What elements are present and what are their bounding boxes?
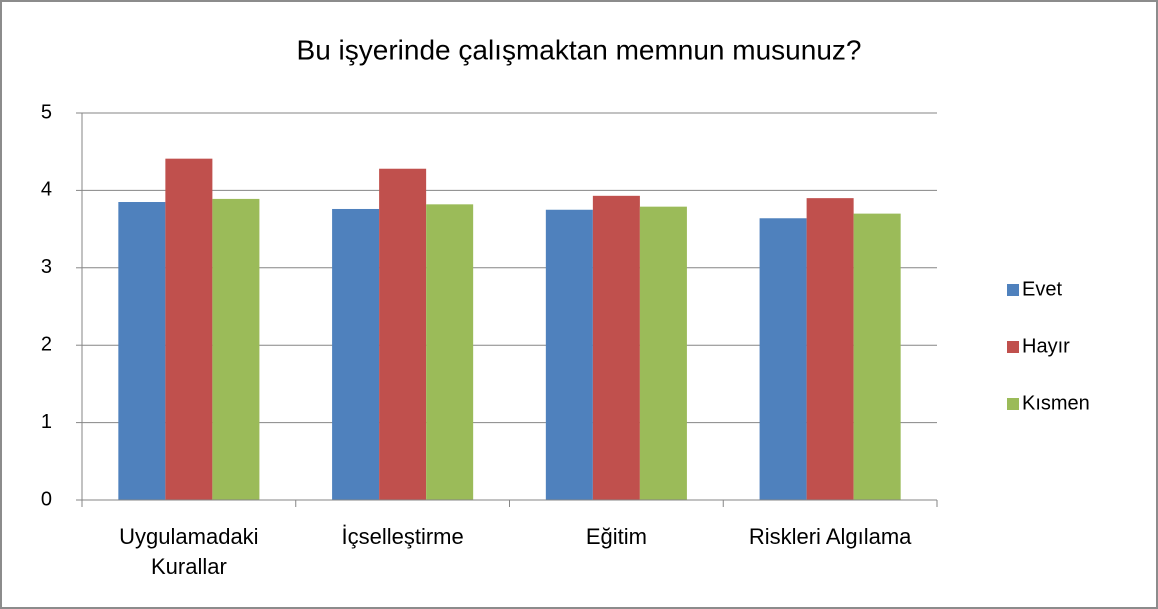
legend-label: Kısmen [1022, 392, 1090, 414]
bar [853, 213, 901, 500]
bar [592, 195, 640, 500]
chart-title: Bu işyerinde çalışmaktan memnun musunuz? [297, 34, 862, 65]
x-tick-label: Riskleri Algılama [748, 524, 912, 549]
legend-swatch [1007, 398, 1019, 410]
x-tick-label: Eğitim [585, 524, 647, 549]
x-tick-label: Uygulamadaki Kurallar [119, 524, 259, 579]
bar [332, 208, 380, 500]
bar [379, 168, 427, 500]
legend-swatch [1007, 284, 1019, 296]
y-tick-label: 2 [41, 333, 52, 355]
y-tick-label: 3 [41, 256, 52, 278]
bar [212, 198, 260, 500]
y-tick-label: 4 [41, 179, 52, 201]
bar [759, 218, 807, 500]
bar [165, 158, 213, 500]
bar [639, 206, 687, 501]
bar [545, 209, 593, 500]
y-tick-label: 5 [41, 101, 52, 123]
x-tick-label: İçselleştirme [341, 524, 464, 549]
legend-label: Evet [1022, 278, 1062, 300]
bar [806, 198, 854, 500]
legend-label: Hayır [1022, 335, 1070, 357]
legend-swatch [1007, 341, 1019, 353]
bar [118, 202, 166, 500]
bar [426, 204, 474, 500]
y-tick-label: 0 [41, 488, 52, 510]
y-tick-label: 1 [41, 411, 52, 433]
